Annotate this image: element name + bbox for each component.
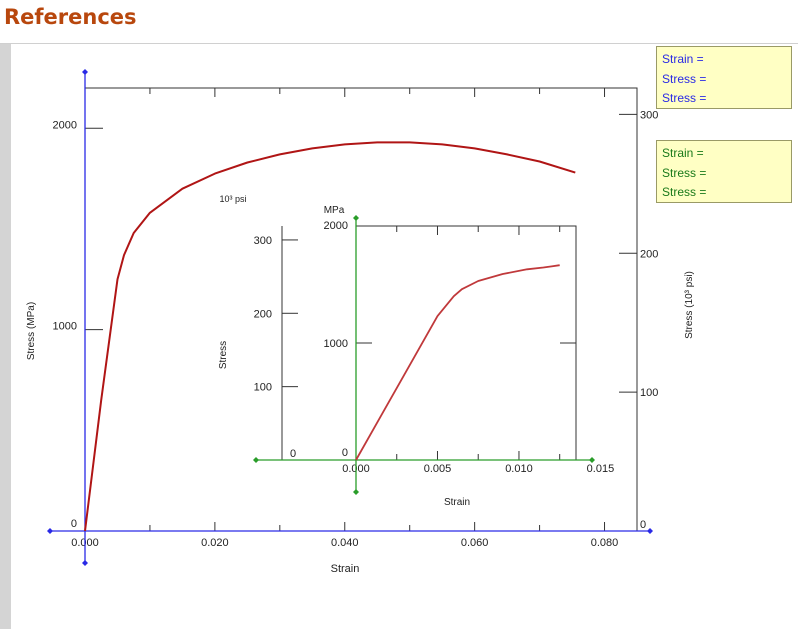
main-axis-handle (47, 528, 53, 534)
inset-x-tick-label: 0.015 (587, 463, 615, 475)
main-y2-tick-label: 100 (640, 387, 658, 399)
main-y2-tick-label: 200 (640, 248, 658, 260)
main-y-tick-label: 1000 (53, 321, 77, 333)
main-y2-axis-title: Stress (10³ psi) (684, 271, 695, 339)
main-y-tick-label: 2000 (53, 119, 77, 131)
inset-psi-tick-label: 200 (254, 308, 272, 320)
inset-psi-tick-label: 100 (254, 382, 272, 394)
readout-stress-psi: Stress = (662, 89, 786, 109)
main-axis-handle (82, 560, 88, 566)
main-y-tick-label: 0 (71, 518, 77, 530)
readout-box-inset: Strain = Stress = Stress = (656, 140, 792, 203)
main-x-tick-label: 0.060 (461, 537, 489, 549)
inset-x-tick-label: 0.005 (424, 463, 452, 475)
inset-readout-strain: Strain = (662, 144, 786, 164)
inset-mpa-tick-label: 2000 (324, 220, 348, 232)
inset-readout-stress-psi: Stress = (662, 183, 786, 203)
inset-psi-tick-label: 300 (254, 235, 272, 247)
main-axis-handle (82, 69, 88, 75)
inset-mpa-unit: MPa (324, 205, 345, 216)
inset-y-axis-title: Stress (218, 341, 229, 369)
readout-strain: Strain = (662, 50, 786, 70)
inset-psi-unit: 10³ psi (219, 194, 246, 204)
main-axis-handle (647, 528, 653, 534)
main-x-axis-title: Strain (331, 563, 360, 575)
inset-x-tick-label: 0.010 (505, 463, 533, 475)
inset-psi-tick-label: 0 (290, 448, 296, 460)
main-y-axis-title: Stress (MPa) (26, 302, 37, 360)
main-x-tick-label: 0.020 (201, 537, 229, 549)
main-y2-tick-label: 300 (640, 109, 658, 121)
inset-chart: 0.000 0.005 0.010 0.015010002000MPa01002003… (210, 188, 614, 510)
readout-box-main: Strain = Stress = Stress = (656, 46, 792, 109)
main-y2-tick-label: 0 (640, 519, 646, 531)
inset-mpa-tick-label: 0 (342, 447, 348, 459)
main-x-tick-label: 0.040 (331, 537, 359, 549)
readout-stress-mpa: Stress = (662, 70, 786, 90)
inset-mpa-tick-label: 1000 (324, 338, 348, 350)
inset-readout-stress-mpa: Stress = (662, 164, 786, 184)
main-x-tick-label: 0.080 (591, 537, 619, 549)
inset-x-axis-title: Strain (444, 497, 470, 508)
